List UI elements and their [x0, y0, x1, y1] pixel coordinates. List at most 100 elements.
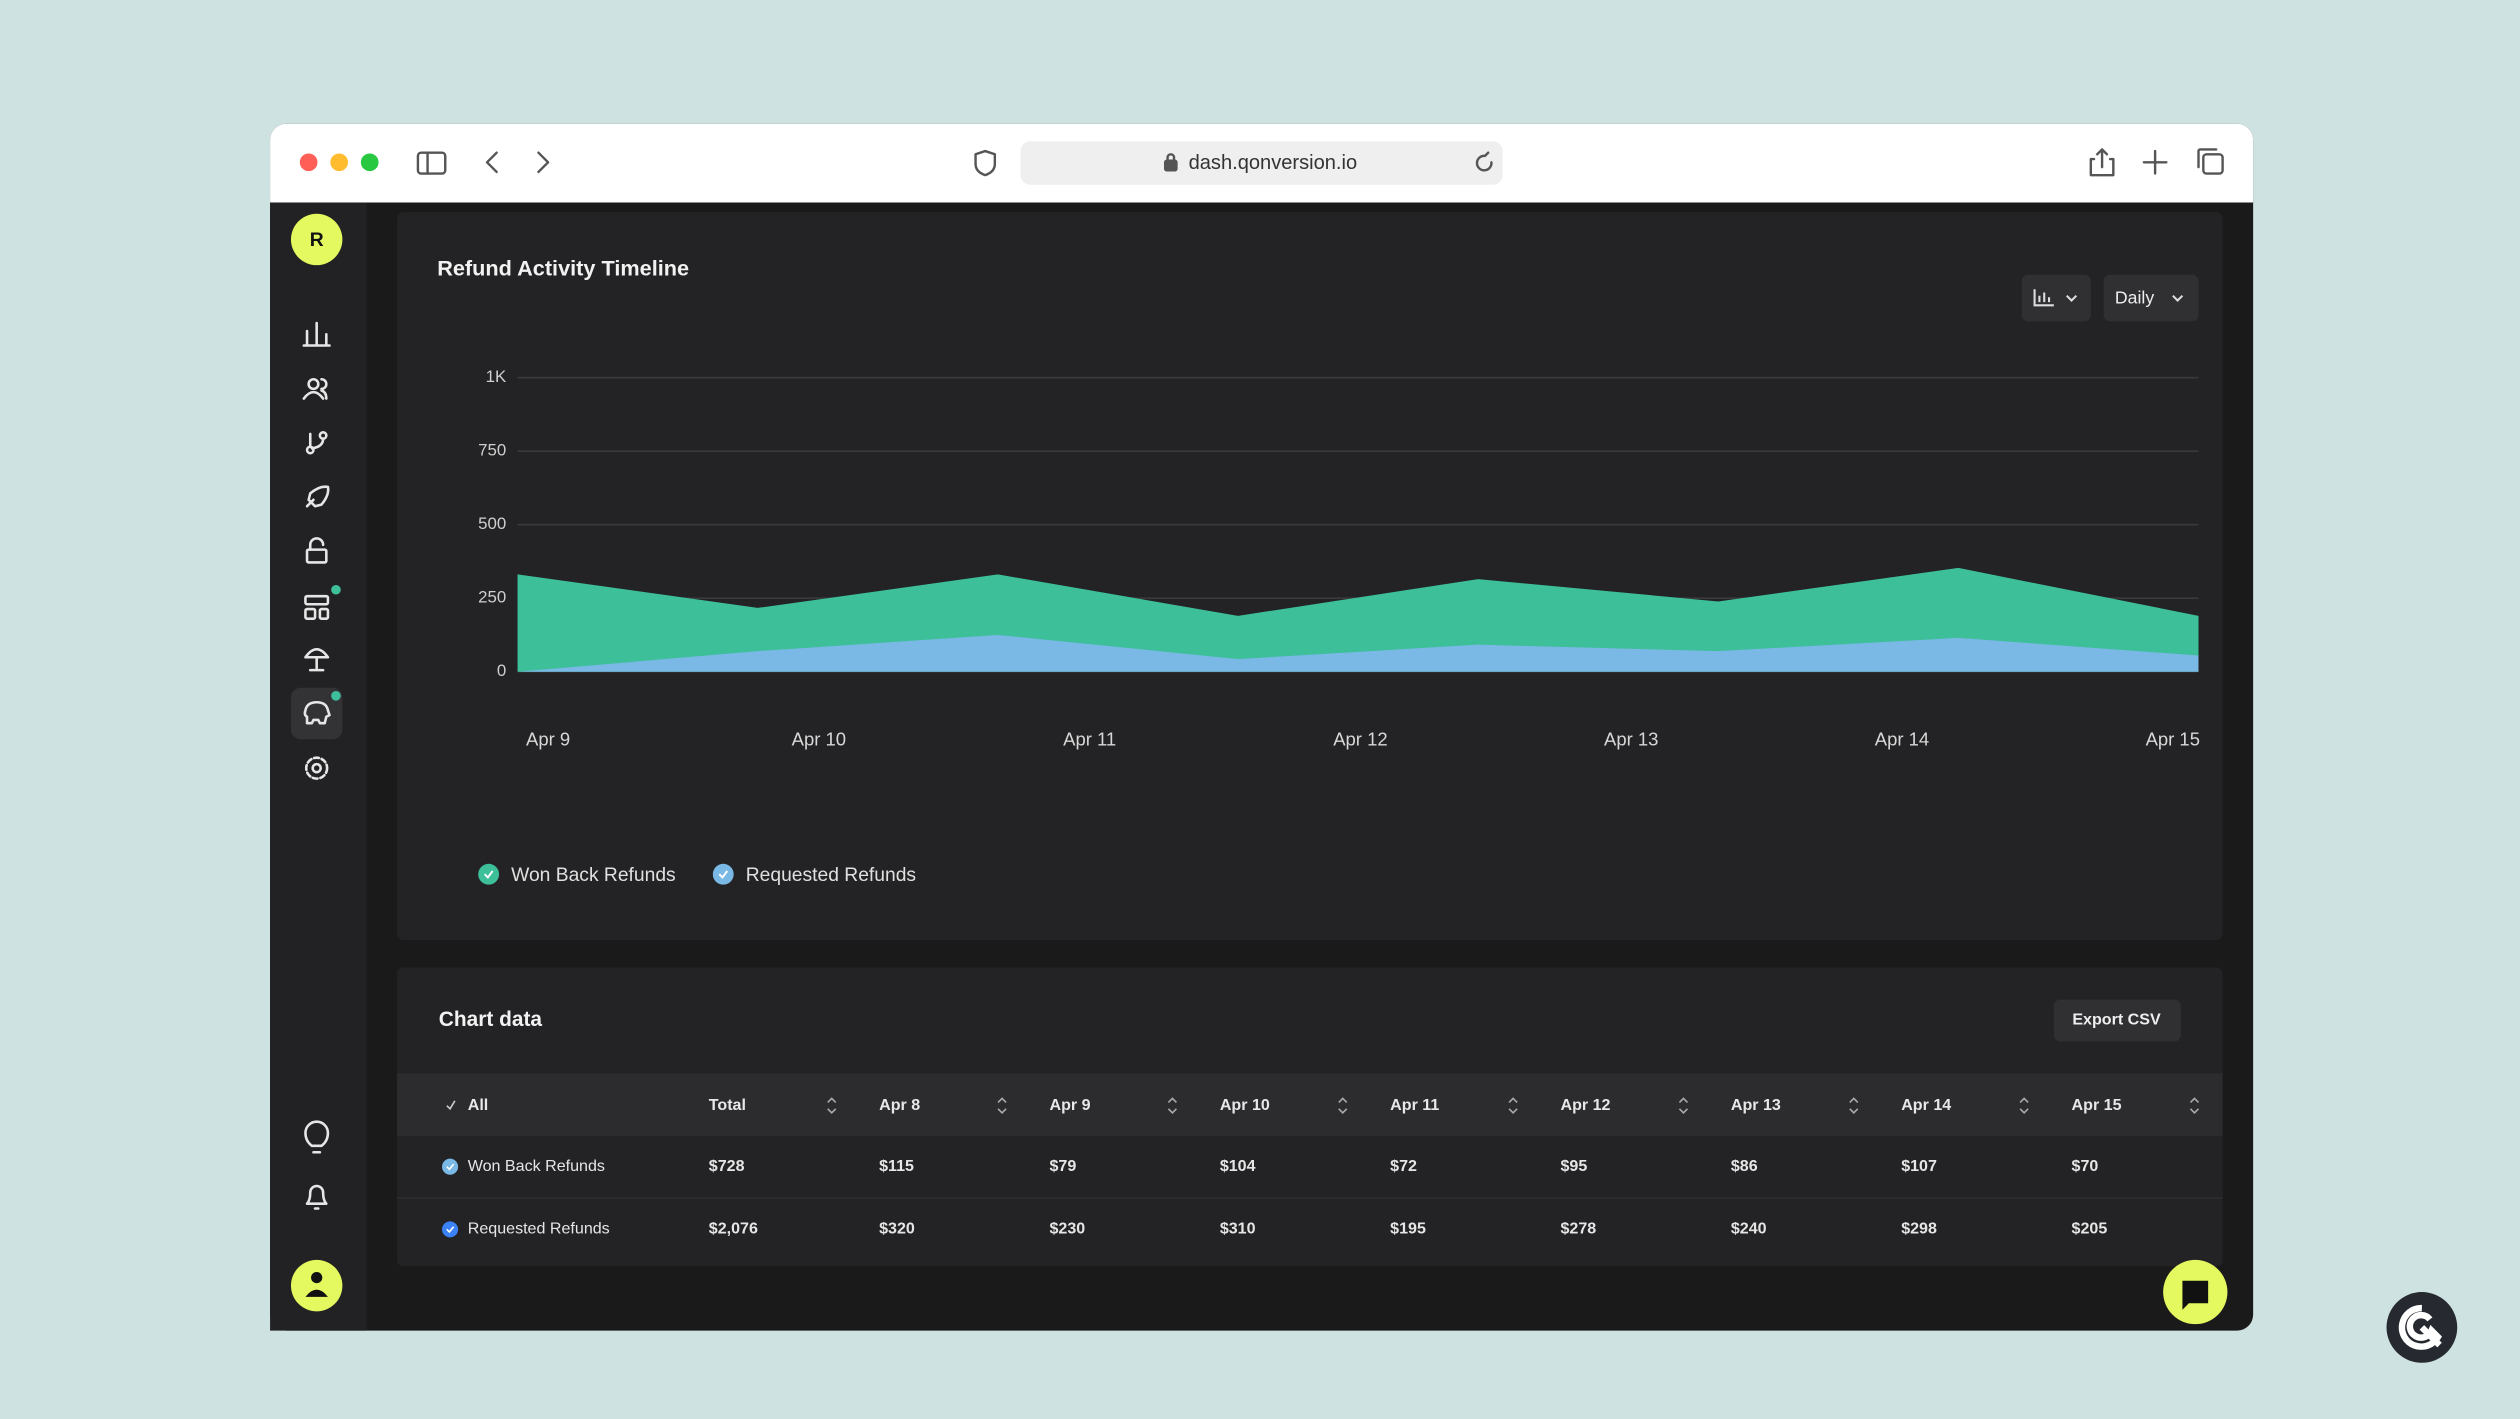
plot: 0 250 500 750 1K Apr 9 Apr 10 Apr 11 Apr 12 Apr 1… — [478, 367, 2200, 750]
cell: $205 — [2072, 1220, 2108, 1238]
column-header: All — [468, 1096, 489, 1114]
x-tick-label: Apr 9 — [526, 729, 570, 750]
workspace-avatar[interactable] — [290, 213, 343, 266]
refunds-icon[interactable] — [303, 700, 331, 725]
y-tick-label: 0 — [497, 661, 506, 680]
export-button[interactable] — [2053, 999, 2181, 1042]
back-button[interactable] — [485, 151, 498, 174]
sidebar-toggle[interactable] — [416, 151, 447, 175]
chart-card — [397, 212, 2223, 941]
cell: $728 — [709, 1157, 745, 1175]
legend-label: Requested Refunds — [746, 865, 916, 886]
cell: $86 — [1731, 1157, 1758, 1175]
cell: $107 — [1901, 1157, 1937, 1175]
active-item — [290, 687, 343, 740]
legend-label: Won Back Refunds — [511, 865, 676, 886]
cell: $298 — [1901, 1220, 1937, 1238]
cell: $310 — [1220, 1220, 1256, 1238]
y-tick-label: 500 — [478, 514, 506, 533]
launch-icon[interactable] — [305, 485, 330, 508]
cell: $195 — [1390, 1220, 1426, 1238]
cell: $95 — [1561, 1157, 1588, 1175]
shield-icon — [974, 149, 997, 177]
table: All Total Apr 8 Apr 9 Apr 10 Apr 11 Apr 12 Apr … — [397, 1096, 2223, 1238]
interval-select[interactable] — [2103, 274, 2199, 322]
row-check-mark — [446, 1163, 455, 1171]
minimize-button[interactable] — [330, 153, 349, 172]
chart-title: Refund Activity Timeline — [437, 256, 689, 281]
url-bar[interactable] — [1020, 141, 1503, 185]
chat-icon — [2182, 1280, 2209, 1310]
area — [517, 634, 2199, 672]
user-avatar[interactable] — [290, 1259, 343, 1312]
legend-check — [483, 870, 494, 879]
reload-button[interactable] — [1475, 151, 1493, 172]
column-header: Apr 9 — [1049, 1096, 1090, 1114]
sort-icon — [997, 1097, 1007, 1114]
row-check-mark — [446, 1226, 455, 1234]
legend: Won Back Refunds Requested Refunds — [478, 863, 916, 886]
sort-icon — [2019, 1097, 2029, 1114]
x-tick-label: Apr 13 — [1604, 729, 1658, 750]
legend-check — [718, 870, 729, 879]
x-tick-label: Apr 15 — [2146, 729, 2200, 750]
close-button[interactable] — [299, 153, 318, 172]
experiments-icon[interactable] — [305, 431, 328, 455]
cell: $104 — [1220, 1157, 1256, 1175]
cell: Won Back Refunds — [468, 1157, 605, 1175]
y-tick-label: 1K — [486, 367, 507, 386]
y-tick-label: 250 — [478, 588, 506, 607]
new-badge — [331, 584, 341, 595]
x-tick-label: Apr 12 — [1333, 729, 1387, 750]
cell: Requested Refunds — [468, 1220, 610, 1238]
cell: $2,076 — [709, 1220, 758, 1238]
column-header: Apr 12 — [1561, 1096, 1611, 1114]
column-header: Apr 10 — [1220, 1096, 1270, 1114]
cell: $278 — [1561, 1220, 1597, 1238]
chevron — [2172, 294, 2184, 302]
x-tick-label: Apr 14 — [1875, 729, 1929, 750]
cell: $230 — [1049, 1220, 1085, 1238]
url-text: dash.qonversion.io — [1189, 152, 1358, 174]
y-tick-label: 750 — [478, 441, 506, 460]
tabs-button[interactable] — [2197, 148, 2224, 175]
column-header: Apr 8 — [879, 1096, 920, 1114]
sort-icon — [1849, 1097, 1859, 1114]
user-icon — [305, 1271, 328, 1297]
cell: $115 — [879, 1157, 914, 1175]
select-all-check — [446, 1100, 456, 1111]
cell: $320 — [879, 1220, 915, 1238]
notifications-icon[interactable] — [305, 1184, 328, 1210]
table-title: Chart data — [439, 1008, 543, 1031]
column-header: Apr 11 — [1390, 1096, 1439, 1114]
brand-mark — [2398, 1304, 2442, 1350]
analytics-icon[interactable] — [302, 321, 331, 347]
workspace-initial: R — [310, 230, 324, 251]
paywalls-icon[interactable] — [304, 594, 330, 620]
new-tab-button[interactable] — [2142, 149, 2168, 175]
sidebar — [270, 202, 367, 1331]
sort-icon — [1167, 1097, 1178, 1114]
x-tick-label: Apr 10 — [792, 729, 846, 750]
legend-swatch — [712, 863, 734, 885]
chart-type-button[interactable] — [2021, 274, 2091, 322]
cell: $70 — [2072, 1157, 2099, 1175]
legend-swatch — [478, 863, 500, 885]
settings-icon[interactable] — [304, 756, 329, 780]
forward-button[interactable] — [537, 151, 550, 174]
sort-icon — [827, 1097, 837, 1114]
share-button[interactable] — [2089, 148, 2115, 177]
ideas-icon[interactable] — [304, 1120, 330, 1154]
column-header: Apr 13 — [1731, 1096, 1781, 1114]
customers-icon[interactable] — [302, 377, 328, 400]
entitlements-icon[interactable] — [305, 537, 328, 564]
cell: $72 — [1390, 1157, 1417, 1175]
x-tick-label: Apr 11 — [1063, 729, 1116, 750]
cell: $240 — [1731, 1220, 1767, 1238]
zoom-button[interactable] — [360, 153, 379, 172]
column-header: Apr 14 — [1901, 1096, 1951, 1114]
sort-icon — [1508, 1097, 1518, 1114]
row-check — [442, 1221, 459, 1238]
integrations-icon[interactable] — [304, 647, 330, 672]
